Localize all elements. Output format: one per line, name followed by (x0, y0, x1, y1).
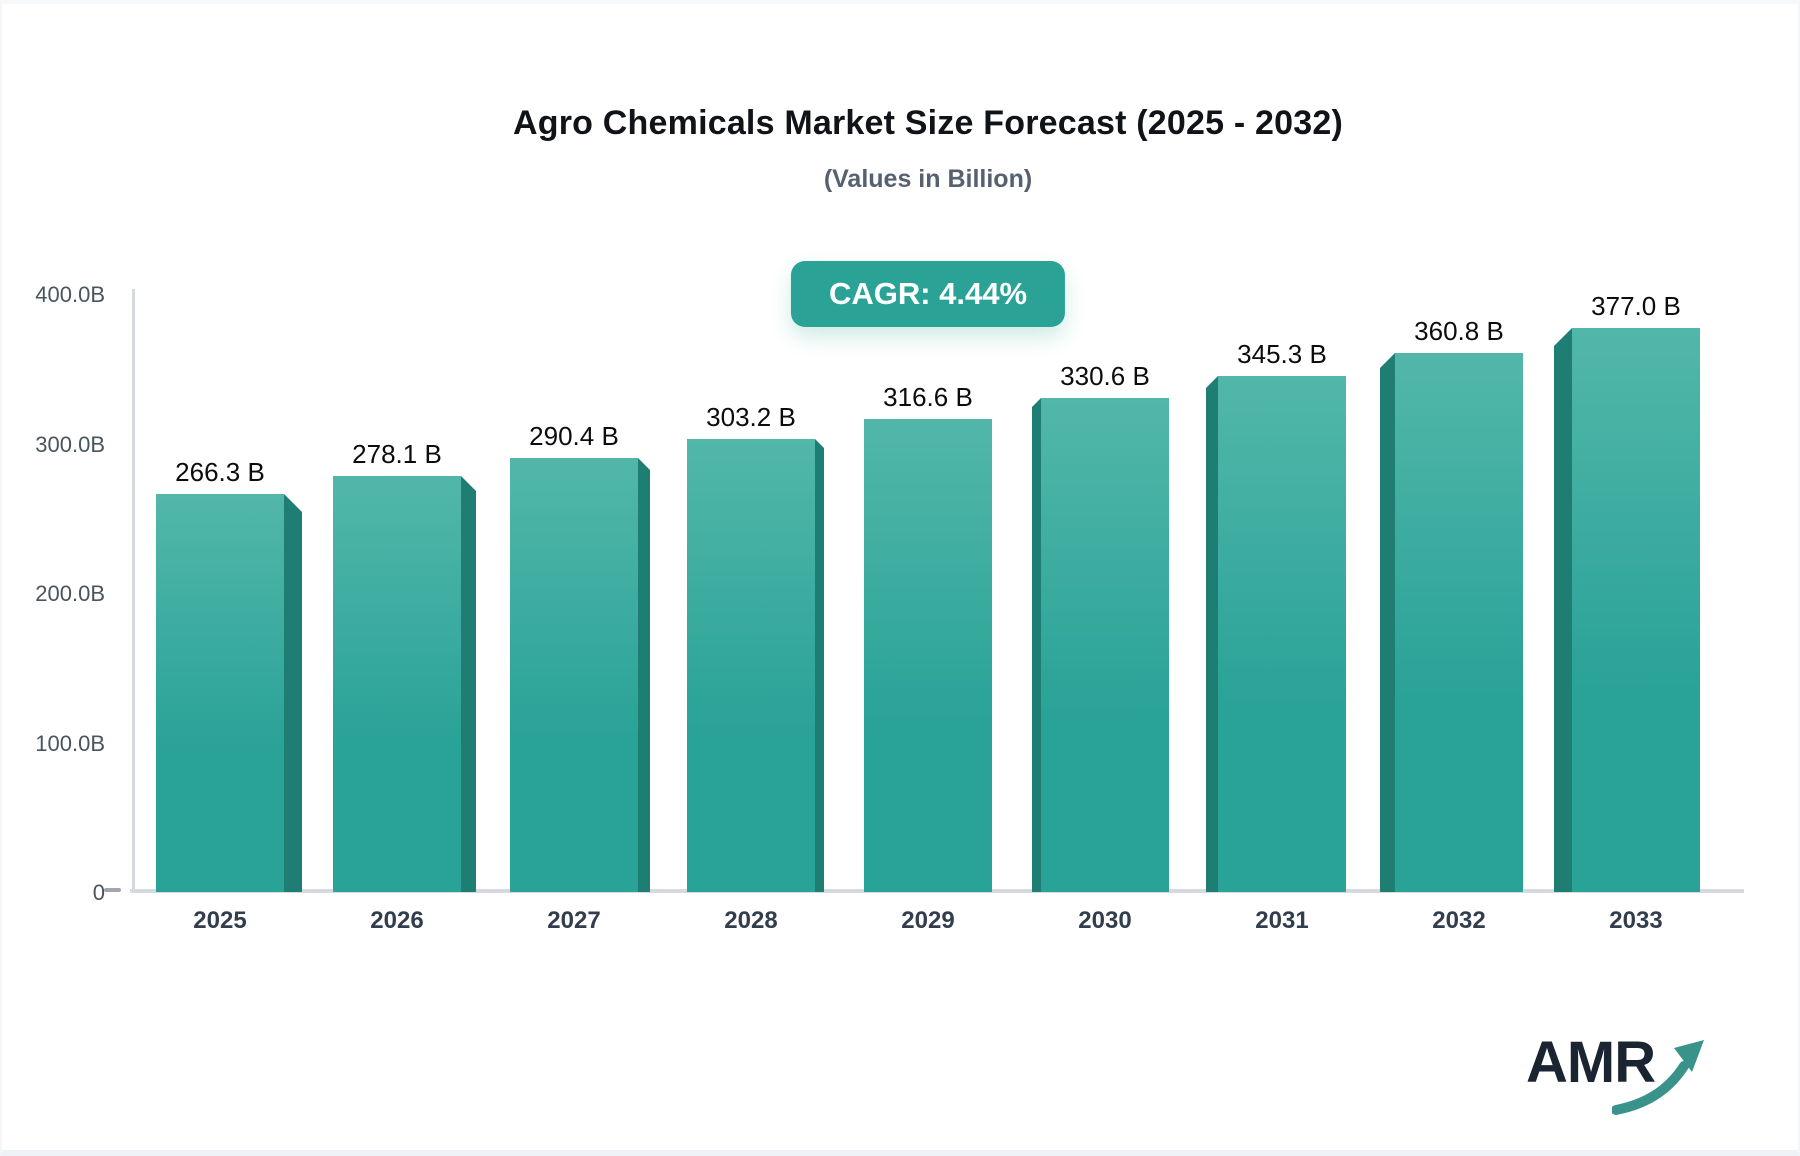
trending-up-arrow-icon (1612, 1040, 1704, 1115)
bar-value-label: 303.2 B (706, 402, 796, 432)
bar-face[interactable] (1041, 398, 1169, 892)
bar-side (1206, 376, 1218, 892)
bar-face[interactable] (510, 458, 638, 892)
bar-side (1380, 353, 1395, 892)
bar-side (284, 494, 302, 892)
bar-value-label: 316.6 B (883, 382, 973, 412)
bar-face[interactable] (1395, 353, 1523, 892)
y-tick-label: 100.0B (35, 730, 105, 756)
x-axis-label: 2030 (1078, 907, 1132, 934)
bar-value-label: 290.4 B (529, 421, 619, 451)
y-tick-label: 400.0B (35, 282, 105, 307)
bar-value-label: 360.8 B (1414, 316, 1504, 346)
bar-value-label: 377.0 B (1591, 291, 1681, 321)
cagr-badge: CAGR: 4.44% (790, 261, 1066, 327)
x-axis-label: 2027 (547, 907, 601, 934)
bar-face[interactable] (1572, 328, 1700, 892)
amr-logo-text: AMR (1526, 1030, 1656, 1095)
bar-face[interactable] (864, 419, 992, 892)
bar-face[interactable] (333, 476, 461, 892)
bar-value-label: 266.3 B (175, 457, 265, 487)
bar-face[interactable] (687, 439, 815, 892)
chart-title: Agro Chemicals Market Size Forecast (202… (513, 104, 1343, 142)
bar-value-label: 278.1 B (352, 439, 442, 469)
bar-face[interactable] (1218, 376, 1346, 892)
bar-side (461, 476, 476, 892)
y-tick-label: 300.0B (35, 431, 105, 457)
y-axis-line (132, 289, 135, 893)
x-axis-label: 2029 (901, 907, 955, 934)
x-axis-label: 2028 (724, 907, 778, 934)
y-tick-label: 0 (92, 880, 105, 905)
bar-value-label: 345.3 B (1237, 339, 1327, 369)
bar-value-label: 330.6 B (1060, 361, 1150, 391)
zero-tick-mark (104, 888, 121, 892)
bar-side (1032, 398, 1041, 892)
bar-side (638, 458, 650, 892)
bar-side (815, 439, 824, 892)
bar-face[interactable] (156, 494, 284, 892)
x-axis-label: 2026 (370, 907, 424, 934)
bar-side (1554, 328, 1572, 892)
y-tick-label: 200.0B (35, 581, 105, 606)
x-axis-label: 2032 (1432, 907, 1486, 934)
x-axis-label: 2033 (1609, 907, 1663, 934)
amr-logo: AMR (1526, 1032, 1706, 1116)
x-axis-label: 2025 (193, 907, 247, 934)
x-axis-label: 2031 (1255, 907, 1309, 934)
chart-subtitle: (Values in Billion) (823, 165, 1033, 193)
